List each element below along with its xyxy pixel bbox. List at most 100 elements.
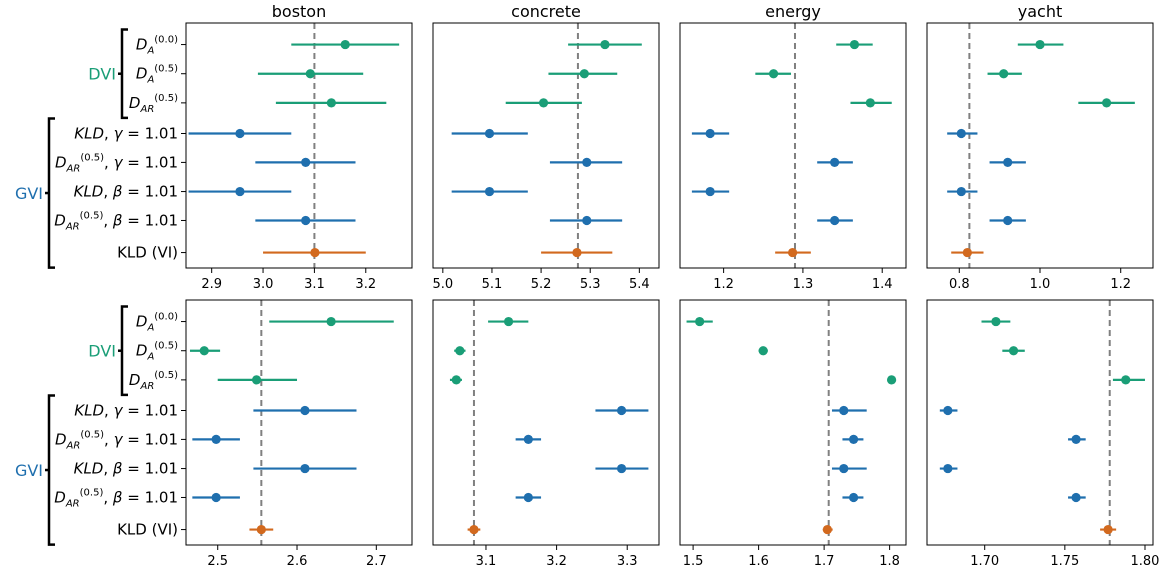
row-labels-2: DA(0.0) DA(0.5) DAR(0.5) KLD, γ = 1.01 DAR(0…	[15, 305, 186, 546]
data-point	[538, 98, 549, 108]
x-tick-label: 0.8	[949, 277, 970, 292]
group-label-gvi: GVI	[15, 461, 43, 480]
data-point	[451, 375, 461, 385]
x-tick-label: 1.2	[713, 277, 734, 292]
data-point	[469, 524, 479, 535]
panel-title: energy	[765, 2, 821, 21]
x-tick-label: 1.4	[872, 277, 893, 292]
data-point	[616, 463, 627, 474]
axes-frame	[926, 22, 1154, 269]
data-point	[865, 98, 875, 108]
data-point	[991, 316, 1001, 327]
data-point	[839, 405, 849, 416]
row-label-kld-vi: KLD (VI)	[117, 521, 178, 539]
data-point	[300, 463, 310, 474]
panel-row2-col3: 1.5 1.6 1.7 1.8	[679, 299, 907, 569]
x-tick-label: 2.7	[366, 554, 387, 569]
bracket-gvi	[47, 117, 55, 269]
data-point	[758, 346, 768, 356]
data-point	[695, 316, 705, 327]
data-point	[484, 186, 495, 197]
data-point	[579, 69, 589, 79]
x-tick-label: 1.7	[814, 554, 835, 569]
data-point	[788, 247, 798, 258]
row-label-kld-beta: KLD, β = 1.01	[74, 183, 178, 201]
data-point	[310, 247, 320, 258]
data-point	[956, 128, 966, 139]
row-labels-1: DA(0.0) DA(0.5) DAR(0.5) KLD, γ = 1.01 DAR(0…	[15, 28, 186, 269]
data-point	[582, 215, 592, 226]
row-label-kld-vi: KLD (VI)	[117, 244, 178, 262]
row-label-dA00: DA(0.0)	[136, 35, 178, 57]
row-label-dA05: DA(0.5)	[136, 64, 178, 86]
panel-yacht: yacht 0.8 1.0 1.2	[926, 2, 1154, 292]
x-tick-label: 2.6	[287, 554, 308, 569]
panel-concrete: concrete 5.0 5.1 5.2 5.3 5.4	[432, 2, 660, 292]
data-point	[839, 463, 849, 474]
row-label-dA00: DA(0.0)	[136, 312, 178, 334]
axes-frame	[679, 299, 907, 546]
x-tick-label: 3.1	[304, 277, 325, 292]
bracket-dvi	[120, 305, 128, 397]
axes-frame	[926, 299, 1154, 546]
data-point	[956, 186, 966, 197]
x-tick-label: 2.5	[207, 554, 228, 569]
data-point	[503, 316, 514, 327]
data-point	[211, 434, 221, 445]
data-point	[943, 463, 953, 474]
x-tick-label: 3.2	[355, 277, 376, 292]
data-point	[256, 524, 266, 535]
panel-row2-col1: 2.5 2.6 2.7	[185, 299, 413, 569]
x-tick-label: 5.4	[629, 277, 650, 292]
data-point	[768, 69, 779, 79]
data-point	[999, 69, 1009, 79]
data-point	[1008, 346, 1019, 356]
data-point	[943, 405, 953, 416]
data-point	[616, 405, 627, 416]
data-point	[301, 157, 311, 168]
axes-frame	[679, 22, 907, 269]
x-tick-label: 1.75	[1050, 554, 1079, 569]
data-point	[305, 69, 315, 79]
row-label-dA05: DA(0.5)	[136, 341, 178, 363]
x-tick-label: 1.80	[1131, 554, 1160, 569]
row-label-dAR-gamma: DAR(0.5), γ = 1.01	[55, 429, 178, 451]
data-point	[326, 316, 336, 327]
panel-title: boston	[272, 2, 326, 21]
x-tick-label: 1.2	[1110, 277, 1131, 292]
x-tick-label: 1.3	[793, 277, 814, 292]
axes-frame	[432, 22, 660, 269]
data-point	[1003, 215, 1013, 226]
row-label-dAR-gamma: DAR(0.5), γ = 1.01	[55, 152, 178, 174]
x-tick-label: 5.2	[531, 277, 552, 292]
data-point	[1101, 98, 1112, 108]
data-point	[235, 128, 245, 139]
row-label-kld-gamma: KLD, γ = 1.01	[74, 124, 178, 142]
row-label-dAR-beta: DAR(0.5), β = 1.01	[54, 210, 178, 232]
bracket-dvi	[120, 28, 128, 120]
data-point	[849, 39, 860, 50]
data-point	[600, 39, 610, 50]
data-point	[1035, 39, 1045, 50]
panel-title: yacht	[1018, 2, 1062, 21]
axes-frame	[432, 299, 660, 546]
data-point	[582, 157, 592, 168]
data-point	[340, 39, 350, 50]
panel-boston: boston 2.9 3.0 3.1 3.2	[185, 2, 413, 292]
data-point	[211, 492, 221, 503]
x-tick-label: 3.3	[617, 554, 638, 569]
data-point	[1071, 434, 1081, 445]
row-label-dAR05: DAR(0.5)	[129, 93, 178, 115]
data-point	[1071, 492, 1081, 503]
axes-frame	[185, 299, 413, 546]
row-label-kld-gamma: KLD, γ = 1.01	[74, 401, 178, 419]
data-point	[830, 157, 840, 168]
x-tick-label: 1.0	[1030, 277, 1051, 292]
row-label-dAR05: DAR(0.5)	[129, 370, 178, 392]
data-point	[705, 128, 715, 139]
group-label-dvi: DVI	[88, 342, 116, 361]
x-tick-label: 3.0	[253, 277, 274, 292]
x-tick-label: 5.1	[482, 277, 503, 292]
x-tick-label: 1.70	[970, 554, 999, 569]
